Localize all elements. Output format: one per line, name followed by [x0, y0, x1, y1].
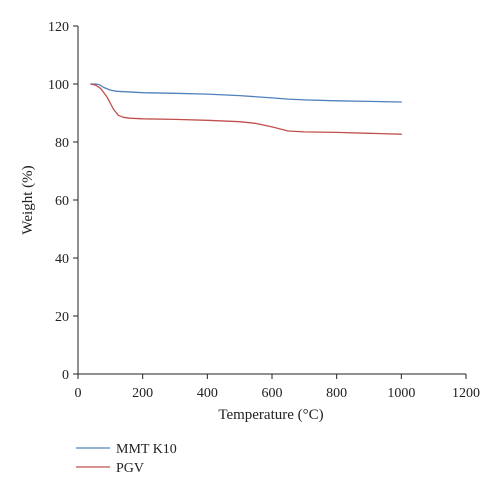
y-tick-label: 80 [55, 136, 69, 151]
y-tick-label: 20 [55, 310, 69, 325]
x-tick-label: 0 [75, 386, 82, 401]
y-tick-label: 100 [48, 78, 69, 93]
legend: MMT K10 PGV [76, 442, 177, 476]
series-layer [90, 83, 402, 135]
y-tick-label: 40 [55, 252, 69, 267]
x-axis-ticks: 0 200 400 600 800 1000 1200 [75, 374, 480, 401]
x-tick-label: 200 [132, 386, 153, 401]
x-tick-label: 800 [326, 386, 347, 401]
y-axis-ticks: 0 20 40 60 80 100 120 [48, 20, 78, 383]
x-tick-label: 1200 [452, 386, 480, 401]
y-tick-label: 120 [48, 20, 69, 35]
y-tick-label: 0 [62, 368, 69, 383]
legend-label-mmt-k10: MMT K10 [116, 442, 177, 457]
y-axis-title: Weight (%) [20, 165, 36, 234]
x-tick-label: 600 [262, 386, 283, 401]
x-axis-title: Temperature (°C) [218, 407, 323, 423]
x-tick-label: 1000 [387, 386, 415, 401]
series-line-mmt-k10 [90, 83, 402, 103]
y-tick-label: 60 [55, 194, 69, 209]
legend-label-pgv: PGV [116, 461, 144, 476]
x-tick-label: 400 [197, 386, 218, 401]
series-line-pgv [90, 83, 402, 135]
